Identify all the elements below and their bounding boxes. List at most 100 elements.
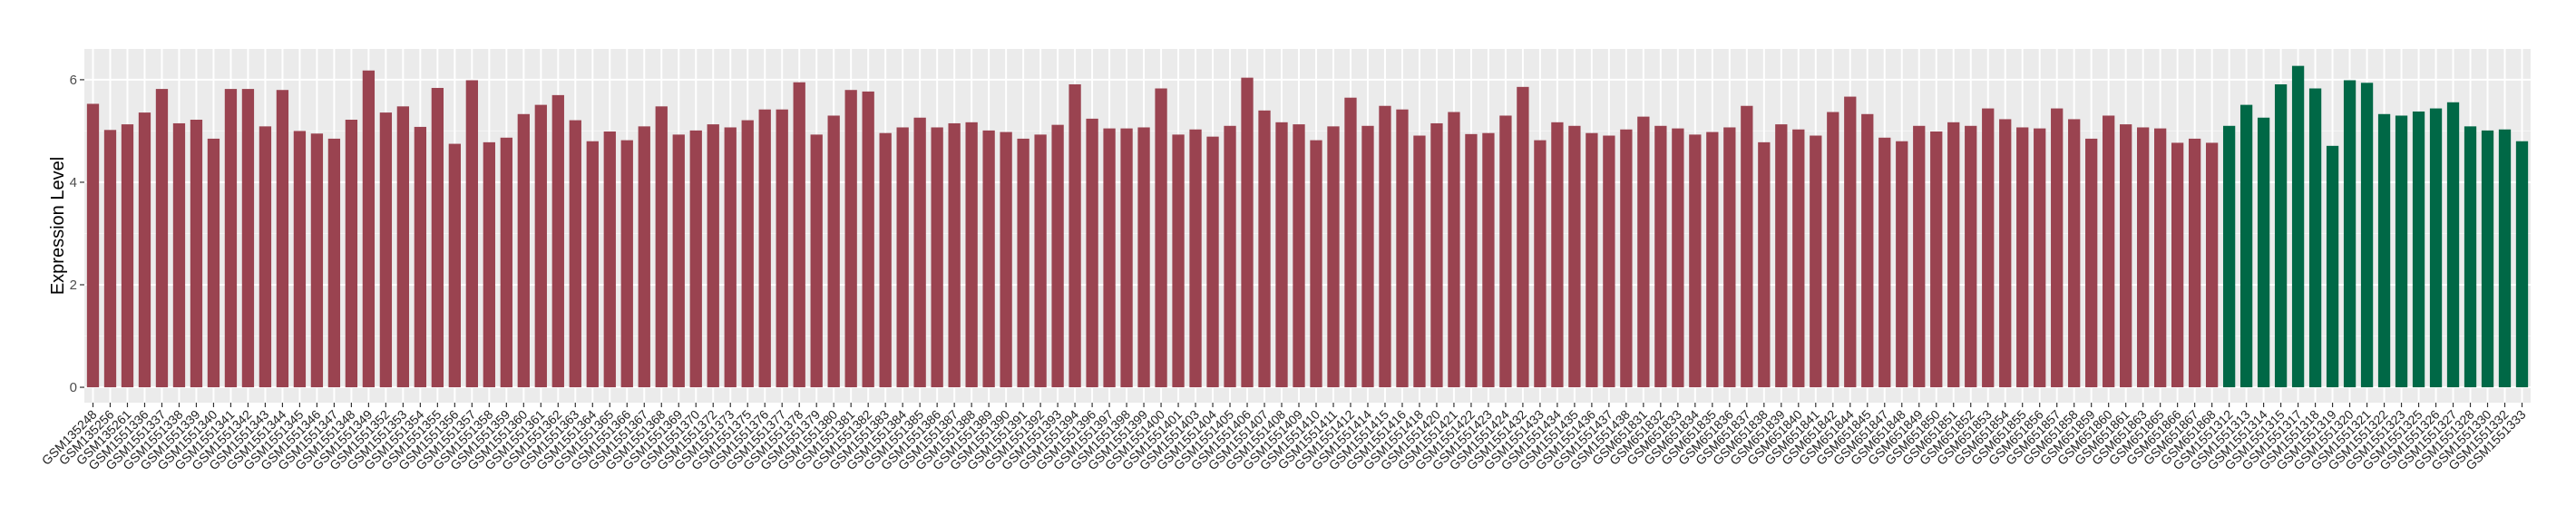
- bar-GSM1551393: [1051, 124, 1064, 388]
- bar-GSM1551359: [500, 137, 512, 388]
- bar-GSM1551343: [259, 126, 272, 388]
- bar-GSM1551327: [2446, 102, 2460, 388]
- bar-GSM1551389: [982, 130, 995, 388]
- y-axis: 0 2 4 6: [70, 73, 84, 395]
- bar-GSM651863: [2137, 127, 2150, 388]
- bar-GSM1551382: [862, 91, 874, 388]
- bar-GSM1551381: [844, 90, 857, 388]
- x-axis: GSM135248GSM135256GSM135261GSM1551336GSM…: [39, 403, 2529, 472]
- bar-GSM1551373: [724, 127, 737, 388]
- bar-GSM1551339: [190, 120, 203, 388]
- bar-GSM1551333: [2515, 141, 2529, 388]
- bar-GSM651833: [1672, 128, 1684, 388]
- bar-GSM1551348: [345, 120, 358, 388]
- bar-GSM1551396: [1086, 118, 1098, 388]
- bar-GSM1551416: [1396, 109, 1409, 388]
- bar-GSM1551411: [1327, 126, 1340, 388]
- bar-GSM651831: [1637, 116, 1650, 388]
- bar-GSM1551435: [1568, 125, 1581, 388]
- bar-GSM1551322: [2377, 113, 2391, 388]
- bar-GSM1551423: [1482, 132, 1495, 388]
- bar-GSM1551319: [2326, 145, 2339, 388]
- bar-GSM1551361: [534, 104, 547, 388]
- bar-GSM651839: [1775, 124, 1788, 388]
- bar-GSM1551409: [1293, 124, 1305, 388]
- bar-GSM651867: [2188, 138, 2201, 388]
- bar-GSM651840: [1792, 129, 1805, 388]
- bar-GSM1551400: [1155, 88, 1167, 388]
- bar-GSM1551352: [379, 112, 393, 388]
- bar-GSM1551326: [2429, 108, 2443, 388]
- bar-GSM651837: [1741, 105, 1753, 388]
- bar-GSM1551349: [362, 70, 376, 388]
- bar-GSM1551376: [758, 109, 771, 388]
- bar-GSM1551422: [1465, 133, 1478, 388]
- bar-GSM1551345: [293, 131, 307, 388]
- bar-GSM1551357: [465, 80, 478, 388]
- bar-GSM1551434: [1551, 122, 1564, 388]
- bar-GSM1551375: [741, 120, 754, 388]
- bar-GSM1551398: [1120, 128, 1133, 388]
- bar-GSM651861: [2120, 124, 2132, 388]
- bar-GSM1551407: [1258, 110, 1271, 388]
- bar-GSM1551412: [1344, 97, 1357, 388]
- bar-GSM1551384: [896, 127, 909, 388]
- bar-GSM651854: [1999, 119, 2012, 388]
- bar-GSM651832: [1654, 125, 1667, 388]
- bar-GSM651845: [1861, 113, 1874, 388]
- bar-GSM1551369: [672, 134, 685, 388]
- bar-GSM1551325: [2412, 111, 2425, 388]
- bar-GSM1551399: [1137, 127, 1150, 388]
- bar-GSM1551312: [2222, 125, 2236, 388]
- bar-GSM1551323: [2395, 115, 2408, 388]
- bar-GSM651858: [2068, 119, 2081, 388]
- bar-GSM651838: [1758, 141, 1771, 388]
- bar-GSM1551387: [948, 122, 961, 388]
- bar-GSM651836: [1723, 127, 1736, 388]
- bar-GSM651850: [1930, 132, 1943, 388]
- bar-GSM135256: [103, 130, 117, 388]
- y-tick-label: 4: [70, 175, 77, 190]
- bar-GSM651866: [2171, 142, 2184, 388]
- bar-GSM1551328: [2464, 126, 2477, 388]
- bar-GSM1551388: [965, 122, 978, 388]
- bar-GSM651851: [1947, 122, 1960, 388]
- y-tick-label: 2: [70, 278, 77, 293]
- bar-GSM1551368: [655, 106, 668, 388]
- bar-GSM1551318: [2308, 88, 2322, 388]
- bar-GSM1551313: [2239, 104, 2253, 388]
- bar-GSM1551365: [603, 132, 616, 388]
- bar-GSM1551337: [155, 89, 169, 388]
- bar-GSM1551394: [1068, 84, 1081, 388]
- bar-GSM1551364: [586, 141, 599, 388]
- bar-GSM651835: [1706, 132, 1719, 388]
- bar-GSM1551372: [707, 124, 719, 388]
- bar-GSM1551410: [1310, 140, 1322, 388]
- bar-GSM1551355: [431, 87, 444, 388]
- bar-GSM1551347: [327, 138, 341, 388]
- bar-GSM1551338: [172, 122, 186, 388]
- bar-GSM1551340: [207, 138, 220, 388]
- bar-GSM651853: [1982, 108, 1995, 388]
- bar-GSM1551362: [551, 94, 564, 388]
- y-axis-title: Expression Level: [48, 157, 68, 295]
- bar-GSM1551386: [931, 127, 943, 388]
- bar-GSM1551346: [310, 133, 324, 388]
- bar-GSM1551344: [276, 90, 289, 388]
- bar-GSM1551390: [1000, 132, 1012, 388]
- bar-GSM1551383: [879, 132, 892, 388]
- bar-GSM651834: [1689, 134, 1702, 388]
- bar-GSM1551354: [414, 126, 427, 388]
- bar-GSM1551414: [1361, 125, 1374, 388]
- bar-GSM1551379: [810, 134, 823, 388]
- bar-GSM1551314: [2257, 117, 2270, 388]
- y-tick-label: 0: [70, 380, 77, 395]
- bar-GSM1551356: [448, 143, 461, 388]
- bar-GSM1551341: [224, 89, 238, 388]
- bar-GSM1551342: [241, 89, 255, 388]
- bar-GSM1551420: [1430, 122, 1443, 388]
- bar-GSM1551433: [1534, 140, 1547, 388]
- bar-GSM1551421: [1448, 112, 1460, 388]
- bar-GSM1551330: [2481, 130, 2494, 388]
- bar-GSM1551408: [1275, 122, 1288, 388]
